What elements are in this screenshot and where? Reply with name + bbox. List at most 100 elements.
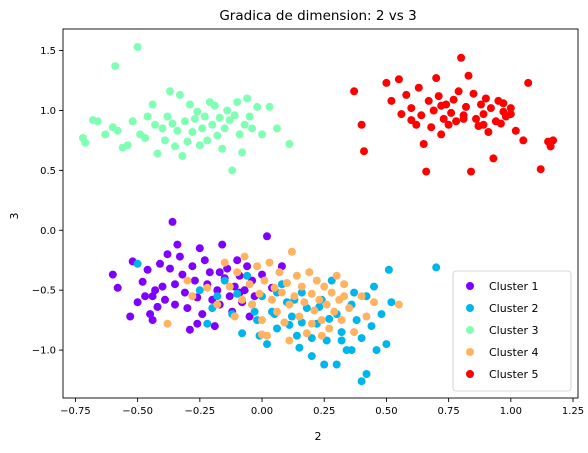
data-point [332, 360, 341, 369]
data-point [285, 140, 294, 148]
data-point [215, 268, 224, 277]
data-point [340, 280, 349, 289]
data-point [322, 300, 331, 309]
axes-frame [62, 28, 579, 399]
data-point [292, 271, 301, 280]
y-tick-label: −0.5 [32, 286, 56, 297]
data-point [203, 283, 212, 292]
data-point [233, 98, 242, 107]
data-point [317, 316, 326, 325]
data-point [195, 141, 204, 150]
data-point [148, 316, 157, 325]
data-point [185, 325, 194, 334]
data-point [258, 316, 266, 325]
data-point [268, 295, 276, 304]
data-point [220, 258, 229, 267]
data-point [148, 292, 157, 301]
y-tick-label: 1.0 [40, 106, 56, 117]
data-point [337, 328, 346, 337]
data-point [245, 312, 254, 321]
data-point [467, 167, 475, 176]
data-point [412, 120, 421, 129]
data-point [340, 292, 349, 301]
data-point [173, 240, 182, 249]
data-point [439, 114, 448, 123]
data-point [290, 292, 299, 301]
legend-box [452, 270, 572, 392]
data-point [156, 259, 164, 268]
x-tick-label: 0.25 [313, 406, 335, 417]
data-point [233, 289, 242, 298]
data-point [305, 268, 314, 277]
data-point [193, 107, 202, 116]
series-3 [78, 43, 294, 175]
data-point [330, 307, 339, 316]
data-point [153, 302, 162, 311]
y-tick-label: −1.0 [32, 346, 56, 357]
data-point [469, 89, 478, 98]
data-point [113, 283, 122, 292]
data-point [367, 322, 376, 331]
data-point [282, 279, 291, 287]
data-point [171, 142, 179, 151]
data-point [496, 119, 505, 128]
legend-label: Cluster 1 [489, 280, 539, 293]
data-point [387, 96, 396, 105]
data-point [218, 240, 227, 249]
data-point [452, 117, 461, 126]
data-point [382, 78, 391, 87]
data-point [200, 256, 209, 265]
data-point [297, 288, 306, 297]
data-point [198, 310, 207, 319]
data-point [287, 312, 296, 321]
data-point [148, 100, 157, 109]
legend-label: Cluster 4 [489, 346, 539, 359]
data-point [151, 120, 160, 129]
data-point [477, 100, 485, 109]
data-point [307, 334, 316, 343]
data-point [175, 90, 184, 99]
data-point [203, 136, 212, 145]
legend-label: Cluster 5 [489, 368, 539, 381]
data-point [506, 104, 515, 113]
data-point [258, 330, 266, 339]
data-point [312, 276, 321, 285]
data-point [253, 262, 262, 271]
data-point [362, 370, 371, 378]
data-point [444, 120, 453, 129]
data-point [245, 112, 254, 121]
data-point [208, 120, 217, 129]
data-point [108, 270, 117, 279]
data-point [307, 289, 316, 298]
chart-title: Gradica de dimension: 2 vs 3 [219, 8, 416, 24]
y-tick-label: 0.0 [40, 226, 56, 237]
legend-marker [466, 282, 474, 290]
data-point [190, 276, 199, 285]
data-point [243, 271, 252, 280]
data-point [258, 270, 266, 279]
data-point [205, 268, 214, 277]
data-point [432, 74, 441, 83]
data-point [223, 264, 232, 273]
data-point [407, 104, 416, 113]
data-point [183, 137, 192, 146]
data-point [240, 120, 249, 129]
data-point [158, 282, 167, 291]
x-tick-label: 0.00 [251, 406, 273, 417]
data-point [387, 298, 396, 307]
data-point [230, 312, 239, 321]
data-point [489, 154, 498, 163]
data-point [240, 252, 249, 261]
data-point [220, 124, 229, 133]
data-point [230, 111, 239, 120]
data-point [394, 300, 403, 309]
plot-area: −0.75 −0.50 −0.25 0.00 0.25 0.50 0.75 1.00 1.25 −… [32, 28, 584, 417]
data-point [143, 112, 152, 121]
data-point [362, 312, 371, 321]
x-tick-label: 1.00 [500, 406, 522, 417]
data-point [370, 282, 378, 291]
data-point [113, 126, 122, 135]
data-point [151, 286, 160, 295]
legend-marker [466, 326, 474, 334]
data-point [325, 314, 334, 323]
